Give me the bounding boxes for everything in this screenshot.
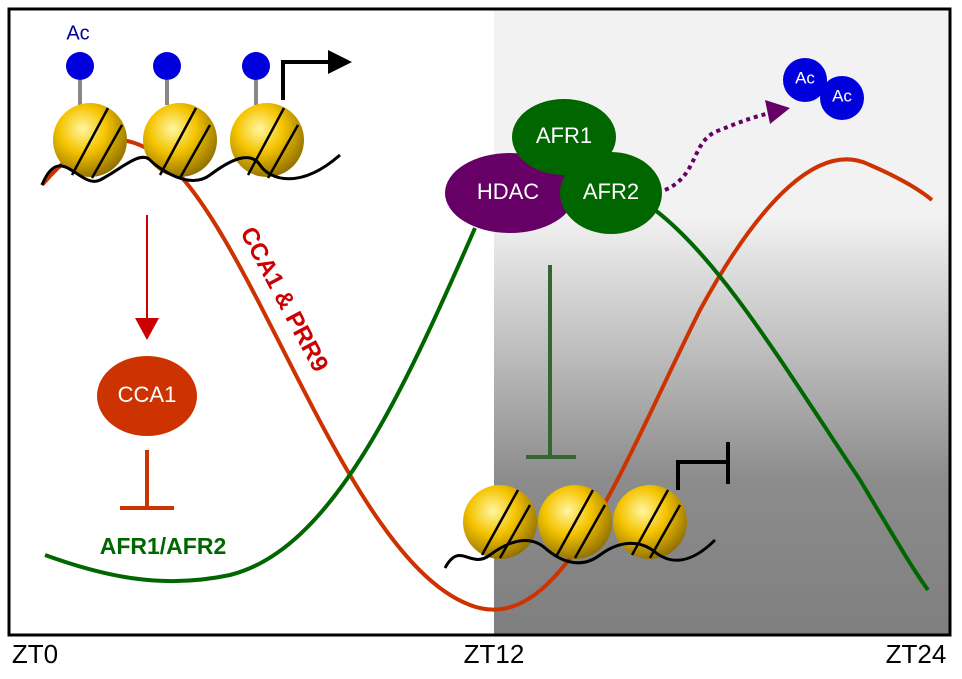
afr2-label: AFR2 [583,179,639,204]
green-curve [44,227,477,584]
hdac-node [445,153,575,233]
hdac-label: HDAC [477,179,539,204]
afr1-label: AFR1 [536,123,592,148]
green-curve-label: AFR1/AFR2 [100,533,227,559]
repression-bar [526,265,576,459]
time-label: ZT24 [886,639,947,669]
ac-label: Ac [66,22,89,44]
repressed-tss [676,442,730,490]
arrow-head [135,318,159,340]
ac-label: Ac [832,86,852,105]
ac-label: Ac [795,68,815,87]
tss-arrow-head [328,50,352,74]
acetyl-dot [783,58,827,102]
nucleosomes-repressed [443,485,717,569]
arrow-head [765,100,790,124]
acetyl-dots [66,52,270,80]
nucleosomes-active [40,103,341,186]
acetyl-dot [820,76,864,120]
release-arrow [664,111,771,192]
afr2-node [560,152,662,234]
green-curve [653,208,930,592]
cca1-node [97,356,197,436]
time-label: ZT12 [464,639,525,669]
tss-arrow [281,60,330,100]
stems [78,80,258,105]
cca1-label: CCA1 [118,382,177,407]
frame [7,7,952,637]
time-label: ZT0 [12,639,58,669]
repression-bar [120,450,174,510]
